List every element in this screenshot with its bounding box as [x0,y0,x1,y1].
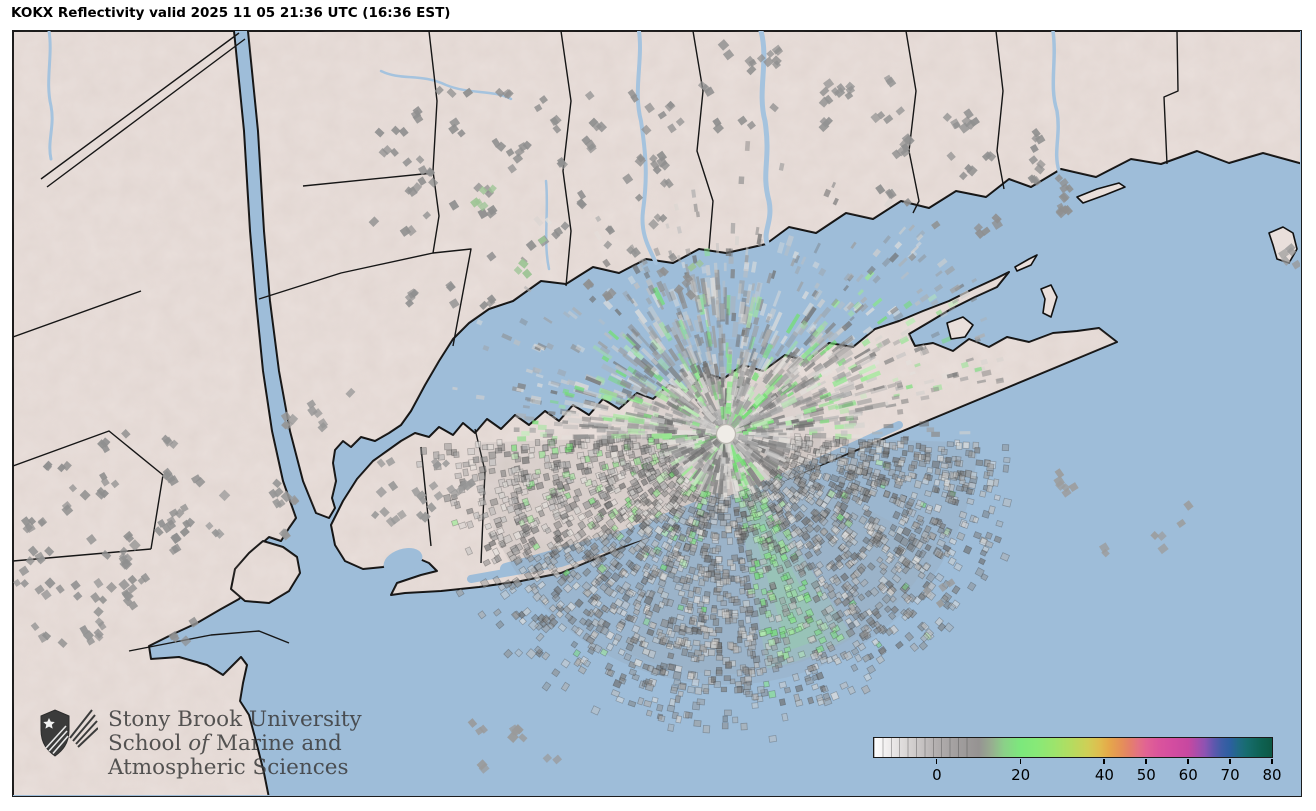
rivers [47,31,1061,271]
colorbar-tick-label: 0 [932,766,942,784]
colorbar-tick [1271,759,1273,764]
colorbar-bin-stripes [874,738,970,757]
logo-line-2: School of Marine and [108,731,342,756]
colorbar-tick [1187,759,1189,764]
colorbar-tick-label: 60 [1178,766,1198,784]
colorbar-tick-label: 50 [1136,766,1156,784]
logo-line-3: Atmospheric Sciences [108,755,349,780]
reflectivity-colorbar: 0 20 40 50 60 70 80 [873,737,1282,784]
colorbar-tick-label: 20 [1011,766,1031,784]
county-borders [13,31,1179,652]
logo-line-1: Stony Brook University [108,707,362,732]
colorbar-tick-label: 70 [1220,766,1240,784]
colorbar-gradient [874,738,1272,757]
colorbar-tick [1103,759,1105,764]
colorbar-tick-label: 40 [1094,766,1114,784]
page-title: KOKX Reflectivity valid 2025 11 05 21:36… [11,5,451,21]
stony-brook-logo: Stony Brook University School of Marine … [40,708,362,780]
radar-reflectivity-field [13,39,1300,774]
colorbar-tick [1019,759,1022,764]
stony-brook-wordmark: Stony Brook University School of Marine … [108,708,362,780]
colorbar-tick-label: 80 [1262,766,1282,784]
colorbar-tick [1145,759,1147,764]
stony-brook-shield-icon [40,709,98,757]
radar-site-marker [715,423,737,445]
colorbar-tick [935,759,938,764]
radar-map [12,30,1302,797]
colorbar-tick [1229,759,1231,764]
